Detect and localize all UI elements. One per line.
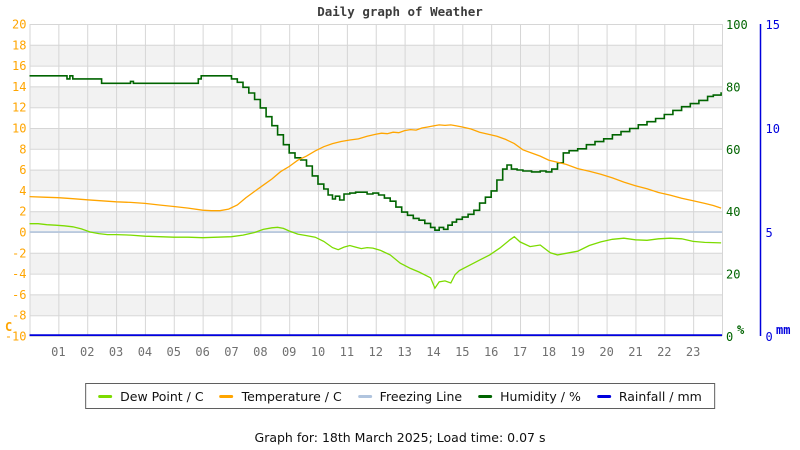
svg-text:0: 0	[726, 330, 733, 344]
legend-swatch-icon	[219, 394, 234, 398]
svg-text:05: 05	[167, 345, 181, 359]
legend-item: Humidity / %	[478, 389, 581, 404]
svg-text:10: 10	[12, 122, 26, 136]
chart-legend: Dew Point / C Temperature / C Freezing Lin…	[85, 383, 715, 409]
svg-text:-8: -8	[12, 309, 26, 323]
svg-text:15: 15	[766, 18, 780, 32]
svg-text:17: 17	[513, 345, 527, 359]
legend-swatch-icon	[478, 394, 493, 398]
svg-text:%: %	[737, 323, 745, 337]
svg-text:12: 12	[12, 101, 26, 115]
legend-item: Dew Point / C	[98, 388, 204, 404]
svg-text:15: 15	[455, 345, 469, 359]
svg-text:40: 40	[726, 205, 740, 219]
axis-x-hours: 01 02 03 04 05 06 07 08 09 10 11 12 13 14 15 16 17 18 19 20…	[51, 345, 700, 359]
svg-text:11: 11	[340, 345, 354, 359]
svg-text:14: 14	[426, 345, 440, 359]
svg-text:09: 09	[282, 345, 296, 359]
svg-text:80: 80	[726, 80, 740, 94]
svg-text:03: 03	[109, 345, 123, 359]
svg-text:5: 5	[766, 226, 773, 240]
svg-text:18: 18	[12, 38, 26, 52]
chart-title: Daily graph of Weather	[317, 4, 483, 19]
svg-text:14: 14	[12, 80, 26, 94]
svg-text:0: 0	[19, 226, 26, 240]
legend-item: Temperature / C	[219, 388, 342, 404]
svg-text:100: 100	[726, 18, 748, 32]
svg-text:10: 10	[766, 122, 780, 136]
svg-text:C: C	[5, 320, 12, 334]
svg-text:2: 2	[19, 205, 26, 219]
legend-label: Humidity / %	[500, 388, 581, 404]
svg-text:20: 20	[599, 345, 613, 359]
svg-text:16: 16	[12, 59, 26, 73]
svg-text:07: 07	[224, 345, 238, 359]
svg-text:-10: -10	[5, 330, 27, 344]
legend-item: Rainfall / mm	[596, 388, 702, 404]
legend-swatch-icon	[596, 394, 611, 398]
svg-text:20: 20	[12, 18, 26, 32]
chart-footer: Graph for: 18th March 2025; Load time: 0…	[254, 430, 546, 445]
svg-text:22: 22	[657, 345, 671, 359]
legend-label: Dew Point / C	[120, 388, 204, 404]
axis-right-rainfall: 15 10 5 0 mm	[759, 18, 790, 344]
svg-text:6: 6	[19, 163, 26, 177]
svg-text:-2: -2	[12, 246, 26, 260]
series-dew	[29, 223, 722, 290]
svg-text:13: 13	[397, 345, 411, 359]
svg-text:4: 4	[19, 184, 26, 198]
svg-text:0: 0	[766, 330, 773, 344]
svg-text:04: 04	[138, 345, 152, 359]
svg-text:10: 10	[311, 345, 325, 359]
svg-text:16: 16	[484, 345, 498, 359]
svg-text:08: 08	[253, 345, 267, 359]
legend-label: Rainfall / mm	[618, 388, 702, 404]
series-humidity	[29, 75, 722, 231]
legend-label: Temperature / C	[241, 388, 342, 404]
svg-text:21: 21	[628, 345, 642, 359]
svg-text:-6: -6	[12, 288, 26, 302]
legend-swatch-icon	[98, 394, 113, 398]
svg-text:06: 06	[195, 345, 209, 359]
svg-text:02: 02	[80, 345, 94, 359]
svg-text:19: 19	[571, 345, 585, 359]
svg-text:mm: mm	[776, 323, 790, 337]
legend-item: Freezing Line	[357, 388, 463, 404]
weather-chart: 20181614121086420-2-4-6-8-10C10080604020…	[5, 18, 791, 360]
svg-text:12: 12	[369, 345, 383, 359]
svg-text:18: 18	[542, 345, 556, 359]
legend-swatch-icon	[357, 394, 372, 398]
axis-right-humidity: 100 80 60 40 20 0%	[726, 18, 748, 344]
svg-text:-4: -4	[12, 267, 26, 281]
svg-text:8: 8	[19, 142, 26, 156]
legend-label: Freezing Line	[379, 388, 463, 404]
series-temperature	[29, 124, 722, 212]
svg-text:01: 01	[51, 345, 65, 359]
gridlines	[29, 24, 723, 337]
svg-text:60: 60	[726, 143, 740, 157]
svg-text:20: 20	[726, 268, 740, 282]
svg-text:23: 23	[686, 345, 700, 359]
